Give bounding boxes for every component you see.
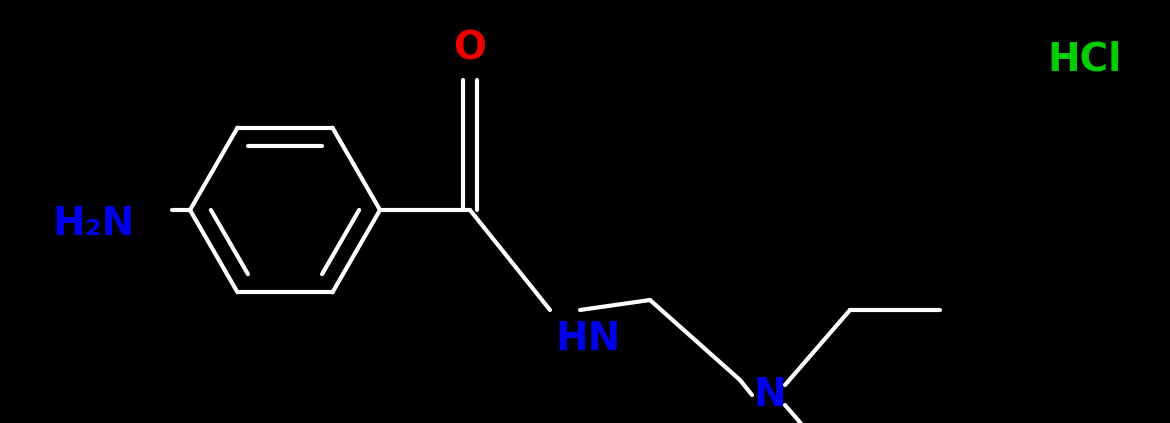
Text: O: O bbox=[454, 30, 487, 68]
Text: HCl: HCl bbox=[1047, 40, 1122, 78]
Text: N: N bbox=[753, 376, 786, 414]
Text: HN: HN bbox=[555, 320, 620, 358]
Text: H₂N: H₂N bbox=[53, 205, 135, 243]
